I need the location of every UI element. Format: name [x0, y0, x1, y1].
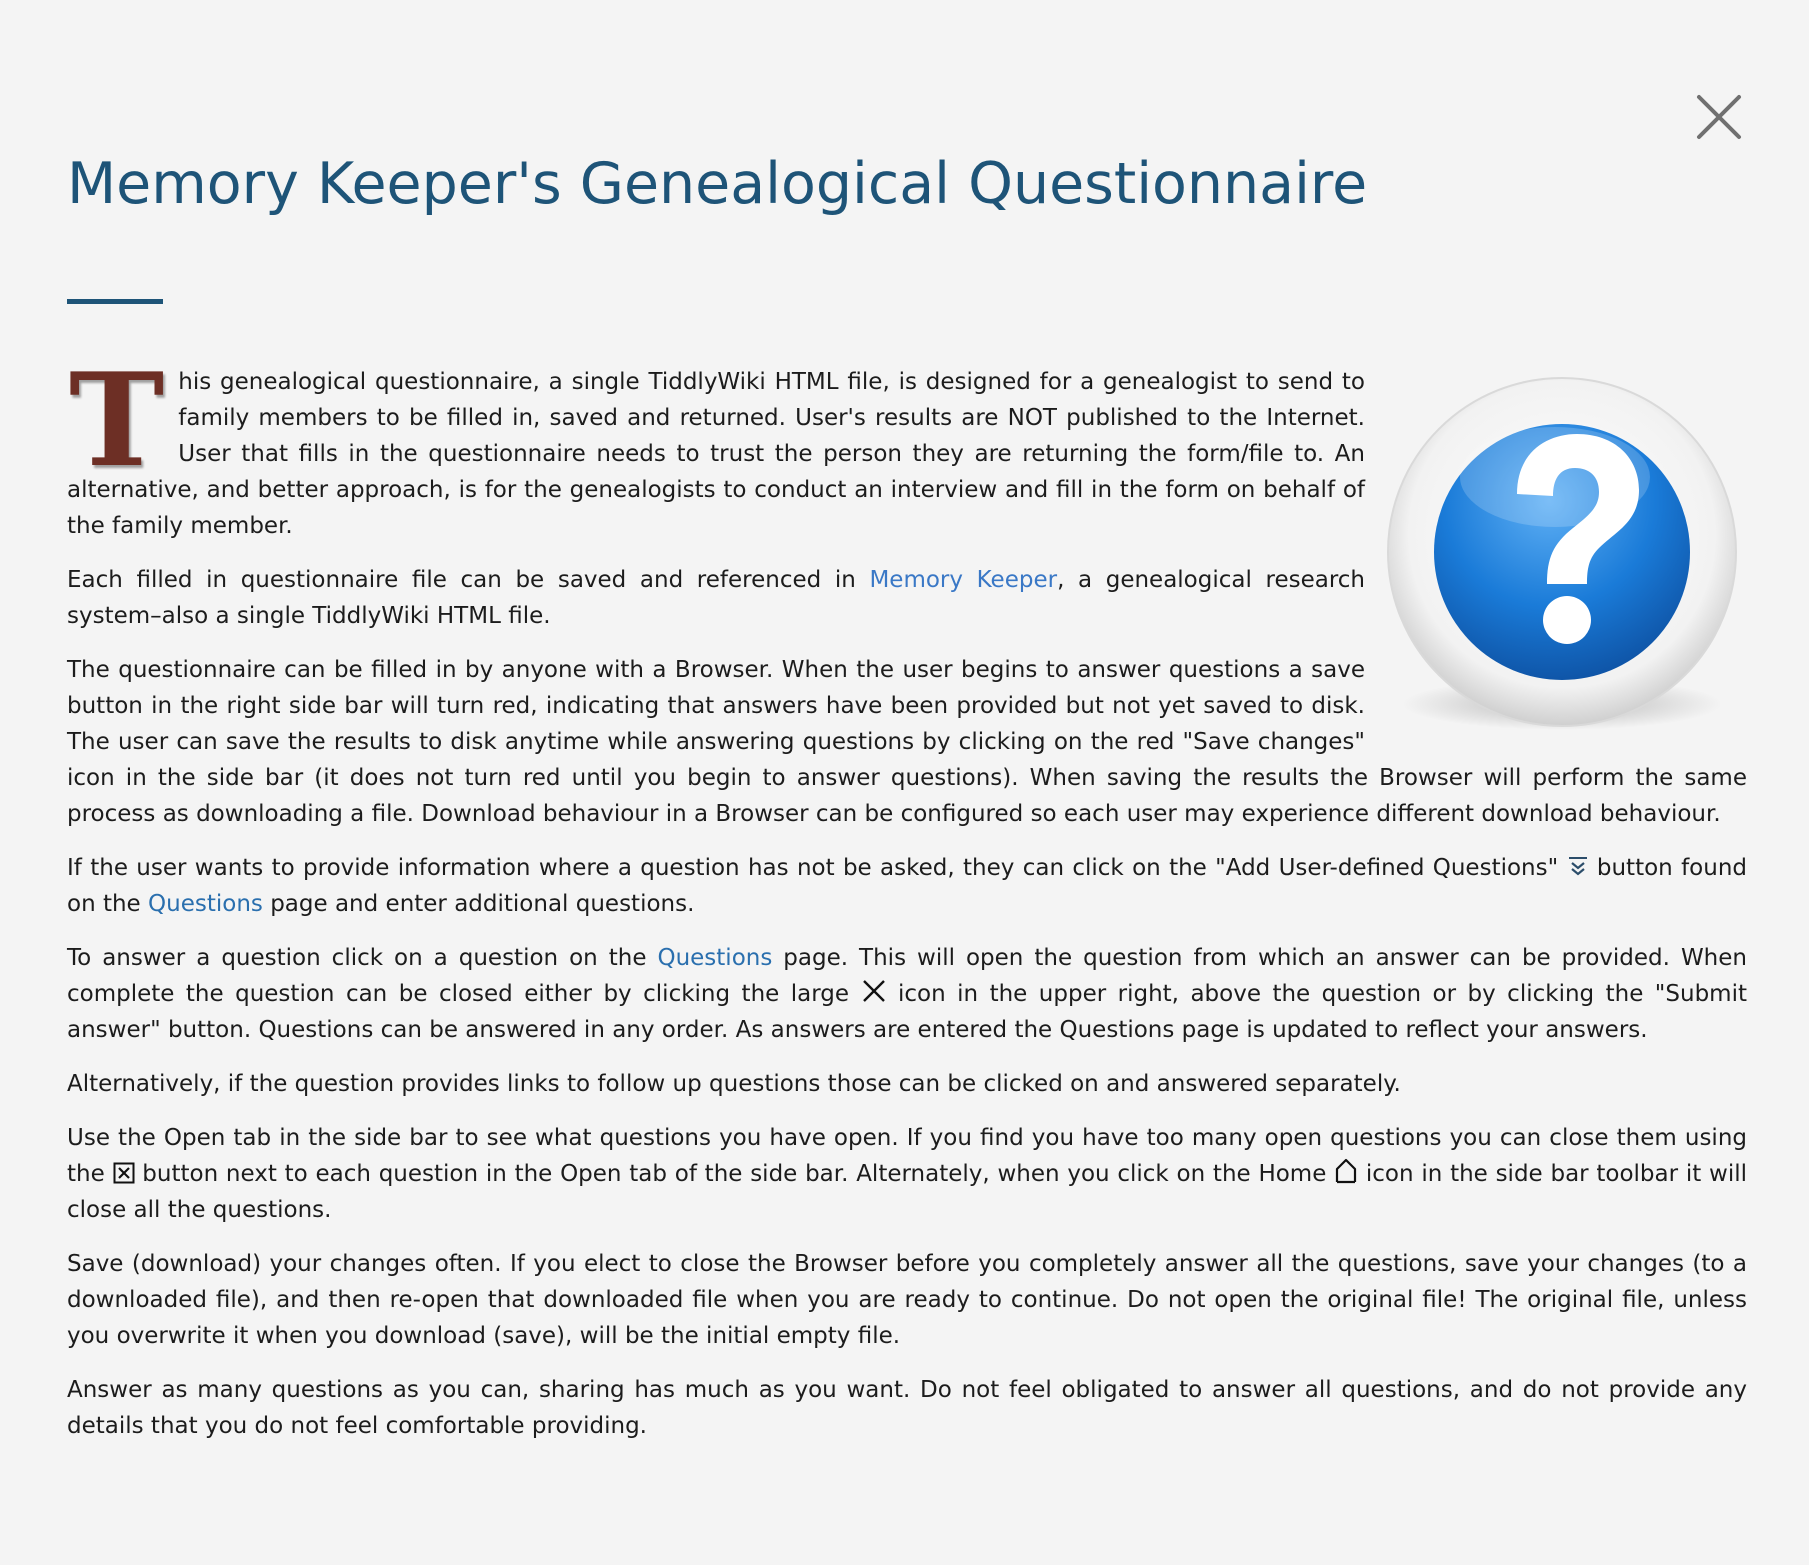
close-button[interactable] — [1694, 92, 1744, 142]
paragraph-follow-up: Alternatively, if the question provides … — [67, 1066, 1747, 1102]
paragraph-user-defined: If the user wants to provide information… — [67, 850, 1747, 922]
large-x-icon — [861, 978, 887, 1004]
title-underline — [67, 299, 163, 304]
paragraph-text: button next to each question in the Open… — [134, 1161, 1335, 1187]
paragraph-share: Answer as many questions as you can, sha… — [67, 1372, 1747, 1444]
paragraph-memory-keeper: Each filled in questionnaire file can be… — [67, 562, 1747, 634]
page-title: Memory Keeper's Genealogical Questionnai… — [67, 151, 1368, 217]
paragraph-text: To answer a question click on a question… — [67, 945, 658, 971]
home-icon — [1334, 1158, 1358, 1184]
paragraph-save-often: Save (download) your changes often. If y… — [67, 1246, 1747, 1354]
paragraph-answering: To answer a question click on a question… — [67, 940, 1747, 1048]
paragraph-text: Alternatively, if the question provides … — [67, 1071, 1401, 1097]
paragraph-open-tab: Use the Open tab in the side bar to see … — [67, 1120, 1747, 1228]
paragraph-text: icon in the side bar toolbar it will clo… — [67, 1161, 1747, 1223]
paragraph-text: page and enter additional questions. — [262, 891, 695, 917]
paragraph-text: button found on the — [67, 855, 1747, 917]
paragraph-text: Each filled in questionnaire file can be… — [67, 567, 870, 593]
paragraph-text: icon in the upper right, above the quest… — [67, 981, 1747, 1043]
paragraph-text: , a genealogical research system–also a … — [67, 567, 1365, 629]
paragraph-text: Save (download) your changes often. If y… — [67, 1251, 1747, 1349]
close-box-icon — [113, 1162, 135, 1184]
question-mark-icon — [1377, 372, 1747, 742]
close-icon — [1694, 92, 1744, 142]
memory-keeper-link[interactable]: Memory Keeper — [869, 567, 1058, 593]
paragraph-text: Use the Open tab in the side bar to see … — [67, 1125, 1747, 1187]
intro-text: his genealogical questionnaire, a single… — [67, 369, 1365, 539]
paragraph-text: The questionnaire can be filled in by an… — [67, 657, 1747, 827]
double-chevron-down-icon — [1567, 856, 1589, 878]
paragraph-text: Answer as many questions as you can, sha… — [67, 1377, 1747, 1439]
drop-cap: T — [69, 346, 165, 496]
paragraph-text: page. This will open the question from w… — [67, 945, 1747, 1007]
questions-link[interactable]: Questions — [657, 945, 773, 971]
paragraph-text: If the user wants to provide information… — [67, 855, 1567, 881]
paragraph-browser: The questionnaire can be filled in by an… — [67, 652, 1747, 832]
questions-link[interactable]: Questions — [148, 891, 263, 917]
